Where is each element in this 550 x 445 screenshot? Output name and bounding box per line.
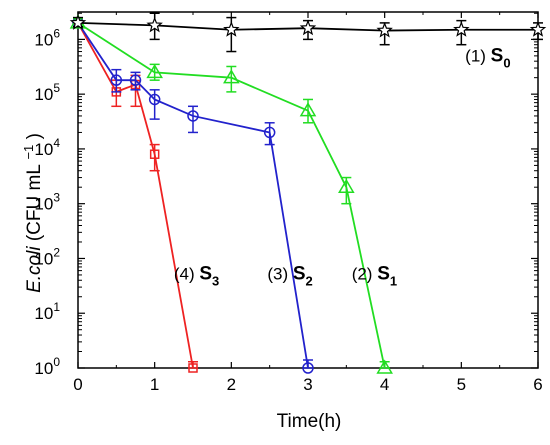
series-s2 <box>72 17 314 374</box>
y-tick-exp: 1 <box>53 300 60 314</box>
series-group <box>69 12 547 374</box>
y-tick-exp: 4 <box>53 136 60 150</box>
y-tick-label: 102 <box>34 245 60 268</box>
series-label-s1: (2) S1 <box>352 263 397 288</box>
series-s3 <box>73 17 198 373</box>
data-point-circle <box>110 74 123 86</box>
data-point-circle <box>187 110 199 122</box>
data-point-triangle <box>299 102 317 117</box>
x-tick-label: 6 <box>533 375 542 394</box>
y-tick-exp: 6 <box>53 26 60 40</box>
data-point-triangle <box>223 69 240 84</box>
x-tick-label: 1 <box>150 375 159 394</box>
series-label-number: (2) <box>352 264 378 283</box>
series-label-number: (1) <box>465 46 491 65</box>
y-tick-base: 10 <box>34 249 53 268</box>
data-point-star <box>299 19 317 36</box>
data-point-square <box>149 149 160 159</box>
data-point-star <box>376 21 393 38</box>
data-point-circle <box>148 93 161 106</box>
data-point-star <box>453 21 470 37</box>
data-point-star <box>529 21 547 37</box>
y-tick-exp: 2 <box>53 245 60 259</box>
y-tick-label: 104 <box>34 136 60 159</box>
y-axis-title-close: ) <box>24 133 45 139</box>
data-point-triangle <box>338 178 355 193</box>
y-tick-exp: 0 <box>53 355 60 369</box>
data-point-square <box>188 363 198 373</box>
series-s0 <box>69 12 547 53</box>
y-axis-title-italic: E.coli <box>24 246 45 293</box>
series-label-symbol: S <box>377 263 390 284</box>
y-tick-label: 101 <box>34 300 60 323</box>
series-label-number: (3) <box>267 264 293 283</box>
y-axis-title-unit: (CFU mL <box>24 165 45 241</box>
data-point-circle <box>302 362 314 374</box>
y-tick-label: 100 <box>34 355 60 378</box>
series-label-symbol: S <box>491 45 504 66</box>
x-tick-label: 5 <box>457 375 466 394</box>
series-label-subscript: 2 <box>306 273 313 288</box>
y-tick-label: 106 <box>34 26 60 49</box>
x-axis-title: Time(h) <box>277 411 342 432</box>
series-line-s1 <box>77 22 386 369</box>
y-tick-base: 10 <box>34 195 53 214</box>
series-label-symbol: S <box>199 263 212 284</box>
series-label-subscript: 1 <box>390 273 397 288</box>
series-annotations: (1) S0(2) S1(3) S2(4) S3 <box>174 45 511 288</box>
series-label-number: (4) <box>174 264 200 283</box>
x-tick-label: 2 <box>227 375 236 394</box>
y-tick-label: 105 <box>34 81 60 104</box>
series-label-subscript: 0 <box>503 55 510 70</box>
data-point-star <box>223 21 240 37</box>
y-tick-exp: 5 <box>53 81 60 95</box>
plot-frame <box>77 11 539 369</box>
x-tick-label: 3 <box>303 375 312 394</box>
data-point-circle <box>263 126 276 139</box>
axes <box>77 11 539 369</box>
data-point-triangle <box>376 359 393 374</box>
series-s1 <box>69 14 393 374</box>
data-point-circle <box>129 74 142 86</box>
y-tick-base: 10 <box>34 359 53 378</box>
y-tick-base: 10 <box>34 30 53 49</box>
x-tick-label: 4 <box>380 375 389 394</box>
series-label-s3: (4) S3 <box>174 263 219 288</box>
y-tick-base: 10 <box>34 140 53 159</box>
data-point-star <box>146 16 163 33</box>
y-tick-base: 10 <box>34 85 53 104</box>
y-axis-title: E.coli (CFU mL −1 ) <box>17 133 45 293</box>
series-label-s0: (1) S0 <box>465 45 510 70</box>
y-axis-title-sup: −1 <box>21 145 36 160</box>
series-label-s2: (3) S2 <box>267 263 312 288</box>
data-point-triangle <box>146 63 163 79</box>
data-point-star <box>69 14 87 30</box>
series-label-symbol: S <box>293 263 306 284</box>
y-tick-base: 10 <box>34 304 53 323</box>
series-label-subscript: 3 <box>212 273 219 288</box>
y-tick-exp: 3 <box>53 191 60 205</box>
x-tick-label: 0 <box>73 375 82 394</box>
y-tick-label: 103 <box>34 191 60 214</box>
